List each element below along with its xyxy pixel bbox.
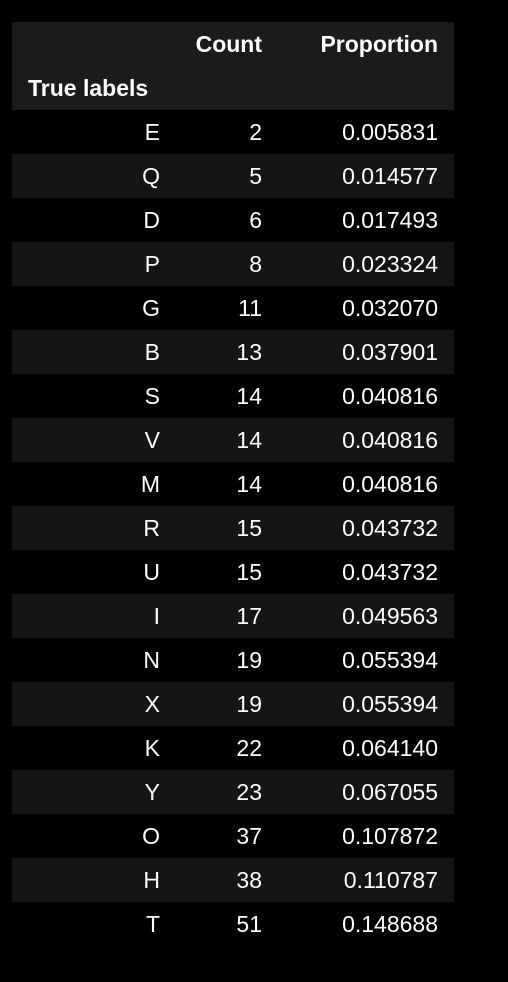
proportion-cell: 0.040816 [342, 470, 438, 497]
count-cell: 15 [236, 558, 262, 585]
dataframe-output: Count Proportion True labels E 2 0.005831 Q… [12, 22, 454, 946]
row-label: U [143, 558, 160, 585]
empty-header-cell [278, 66, 454, 110]
count-cell: 14 [236, 382, 262, 409]
proportion-cell: 0.064140 [342, 734, 438, 761]
row-label: N [143, 646, 160, 673]
proportion-cell: 0.043732 [342, 558, 438, 585]
proportion-cell: 0.148688 [342, 910, 438, 937]
table-row: V 14 0.040816 [12, 418, 454, 462]
row-label: K [144, 734, 160, 761]
count-cell: 19 [236, 646, 262, 673]
corner-cell [12, 22, 176, 66]
table-row: P 8 0.023324 [12, 242, 454, 286]
table-row: D 6 0.017493 [12, 198, 454, 242]
proportion-cell: 0.110787 [343, 866, 438, 893]
dataframe-table: Count Proportion True labels E 2 0.005831 Q… [12, 22, 454, 946]
count-cell: 17 [236, 602, 262, 629]
count-cell: 15 [236, 514, 262, 541]
row-label: S [144, 382, 160, 409]
table-row: G 11 0.032070 [12, 286, 454, 330]
count-cell: 14 [236, 470, 262, 497]
count-cell: 6 [249, 206, 262, 233]
count-cell: 19 [236, 690, 262, 717]
table-row: Y 23 0.067055 [12, 770, 454, 814]
table-row: E 2 0.005831 [12, 110, 454, 154]
table-row: N 19 0.055394 [12, 638, 454, 682]
table-row: U 15 0.043732 [12, 550, 454, 594]
row-label: E [144, 118, 160, 145]
count-cell: 13 [236, 338, 262, 365]
count-cell: 11 [238, 294, 262, 321]
count-cell: 8 [249, 250, 262, 277]
proportion-cell: 0.055394 [342, 646, 438, 673]
proportion-cell: 0.032070 [342, 294, 438, 321]
table-row: H 38 0.110787 [12, 858, 454, 902]
count-cell: 51 [236, 910, 262, 937]
count-cell: 23 [236, 778, 262, 805]
proportion-cell: 0.037901 [342, 338, 438, 365]
row-label: P [144, 250, 160, 277]
table-row: I 17 0.049563 [12, 594, 454, 638]
table-header: Count Proportion True labels [12, 22, 454, 110]
table-row: S 14 0.040816 [12, 374, 454, 418]
row-label: T [145, 910, 160, 937]
row-label: V [144, 426, 160, 453]
column-header-count: Count [176, 22, 278, 66]
row-label: I [153, 602, 160, 629]
row-label: D [143, 206, 160, 233]
table-row: R 15 0.043732 [12, 506, 454, 550]
proportion-cell: 0.017493 [342, 206, 438, 233]
proportion-cell: 0.023324 [342, 250, 438, 277]
index-name-header: True labels [12, 66, 176, 110]
table-row: M 14 0.040816 [12, 462, 454, 506]
row-label: R [143, 514, 160, 541]
row-label: X [144, 690, 160, 717]
proportion-cell: 0.055394 [342, 690, 438, 717]
table-row: X 19 0.055394 [12, 682, 454, 726]
row-label: G [142, 294, 160, 321]
proportion-cell: 0.005831 [342, 118, 438, 145]
row-label: Y [144, 778, 160, 805]
table-body: E 2 0.005831 Q 5 0.014577 D 6 0.017493 P 8 0.023324… [12, 110, 454, 946]
index-name-row: True labels [12, 66, 454, 110]
empty-header-cell [176, 66, 278, 110]
table-row: Q 5 0.014577 [12, 154, 454, 198]
proportion-cell: 0.040816 [342, 382, 438, 409]
row-label: M [140, 470, 160, 497]
proportion-cell: 0.014577 [342, 162, 438, 189]
row-label: O [142, 822, 160, 849]
table-row: O 37 0.107872 [12, 814, 454, 858]
row-label: Q [142, 162, 160, 189]
row-label: B [144, 338, 160, 365]
count-cell: 2 [249, 118, 262, 145]
table-row: K 22 0.064140 [12, 726, 454, 770]
proportion-cell: 0.043732 [342, 514, 438, 541]
proportion-cell: 0.040816 [342, 426, 438, 453]
proportion-cell: 0.067055 [342, 778, 438, 805]
count-cell: 37 [236, 822, 262, 849]
row-label: H [143, 866, 160, 893]
count-cell: 38 [236, 866, 262, 893]
count-cell: 5 [249, 162, 262, 189]
table-row: T 51 0.148688 [12, 902, 454, 946]
column-header-proportion: Proportion [278, 22, 454, 66]
proportion-cell: 0.107872 [342, 822, 438, 849]
column-header-row: Count Proportion [12, 22, 454, 66]
table-row: B 13 0.037901 [12, 330, 454, 374]
count-cell: 14 [236, 426, 262, 453]
proportion-cell: 0.049563 [342, 602, 438, 629]
count-cell: 22 [236, 734, 262, 761]
